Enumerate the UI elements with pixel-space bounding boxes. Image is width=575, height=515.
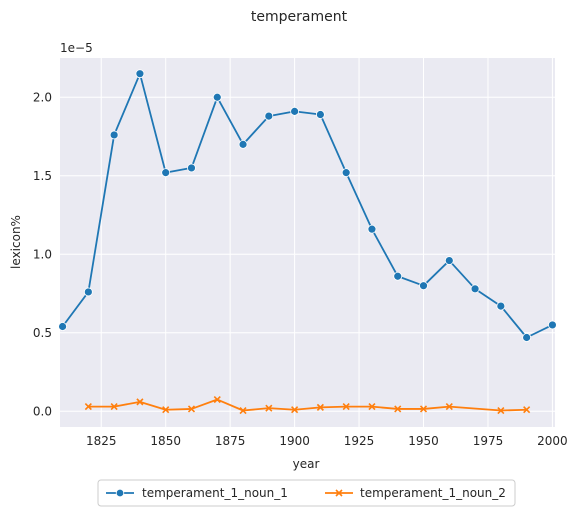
data-point	[368, 225, 376, 233]
y-tick-label: 1.5	[33, 169, 52, 183]
data-point	[84, 288, 92, 296]
y-tick-label: 1.0	[33, 247, 52, 261]
legend-label-series-1: temperament_1_noun_1	[142, 486, 288, 500]
data-point	[497, 302, 505, 310]
x-tick-labels: 1825 1850 1875 1900 1925 1950 1975 2000	[86, 434, 568, 448]
data-point	[136, 70, 144, 78]
x-tick-label: 1875	[215, 434, 246, 448]
x-tick-label: 1950	[408, 434, 439, 448]
chart-title: temperament	[251, 9, 348, 25]
data-point	[213, 93, 221, 101]
data-point	[548, 321, 556, 329]
data-point	[59, 323, 67, 331]
y-tick-label: 2.0	[33, 90, 52, 104]
x-tick-label: 1975	[473, 434, 504, 448]
y-tick-labels: 0.0 0.5 1.0 1.5 2.0	[33, 90, 52, 418]
data-point	[291, 107, 299, 115]
data-point	[265, 112, 273, 120]
x-axis-label: year	[293, 457, 320, 471]
x-tick-label: 1850	[150, 434, 181, 448]
data-point	[187, 164, 195, 172]
y-tick-label: 0.0	[33, 404, 52, 418]
legend: temperament_1_noun_1 temperament_1_noun_…	[98, 480, 515, 506]
y-tick-label: 0.5	[33, 326, 52, 340]
y-axis-label: lexicon%	[9, 215, 23, 269]
x-tick-label: 2000	[537, 434, 568, 448]
data-point	[342, 169, 350, 177]
data-point	[420, 282, 428, 290]
data-point	[239, 140, 247, 148]
x-tick-label: 1825	[86, 434, 117, 448]
data-point	[162, 169, 170, 177]
data-point	[316, 111, 324, 119]
legend-marker-series-1	[116, 489, 124, 497]
data-point	[394, 272, 402, 280]
data-point	[445, 257, 453, 265]
x-tick-label: 1900	[279, 434, 310, 448]
y-offset-label: 1e−5	[60, 41, 93, 55]
data-point	[523, 333, 531, 341]
data-point	[471, 285, 479, 293]
legend-label-series-2: temperament_1_noun_2	[360, 486, 506, 500]
x-tick-label: 1925	[344, 434, 375, 448]
data-point	[110, 131, 118, 139]
